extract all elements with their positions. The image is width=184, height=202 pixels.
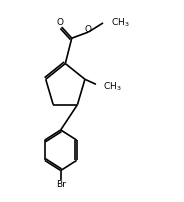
- Text: CH$_3$: CH$_3$: [111, 17, 129, 29]
- Text: O: O: [57, 18, 64, 27]
- Text: Br: Br: [56, 179, 66, 188]
- Text: CH$_3$: CH$_3$: [103, 80, 122, 92]
- Text: O: O: [85, 25, 92, 34]
